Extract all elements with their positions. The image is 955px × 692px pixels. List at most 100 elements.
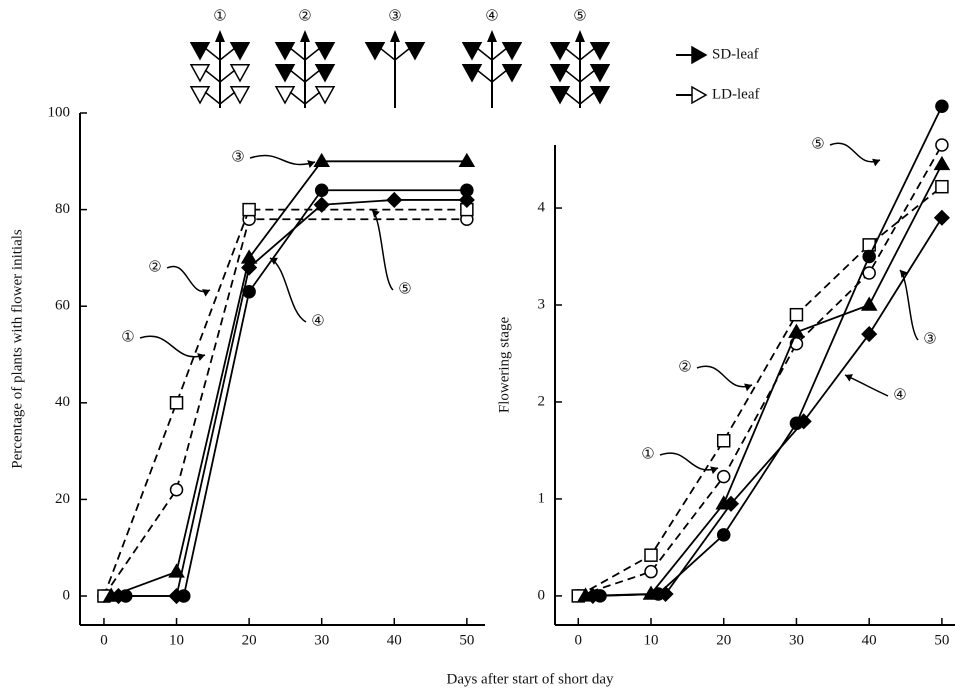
leaf-icon [549,86,571,105]
point [242,284,256,299]
x-tick-label: 30 [314,632,329,648]
point [458,152,476,168]
point [935,138,949,152]
branch [476,47,493,61]
leaf-icon [274,64,296,83]
annotation: ⑤ [398,281,411,297]
branch [564,91,581,105]
point [644,548,658,562]
leaf-icon [229,42,251,61]
series-line [125,189,467,597]
leaf-icon [461,64,483,83]
annotation: ⑤ [811,136,824,152]
leaf-icon [229,86,251,105]
leaf-icon [189,42,211,61]
stem-tip [487,30,497,42]
annotation-arrow [659,452,719,471]
leaf-icon [229,64,251,83]
legend-icon [691,45,708,65]
branch [394,47,411,61]
stem-tip [215,30,225,42]
y-tick-label: 20 [55,491,70,507]
leaf-icon [404,42,426,61]
series-line [103,208,467,597]
legend-label: ③ [388,8,401,24]
leaf-icon [274,86,296,105]
legend-label: ② [298,8,311,24]
annotation-arrow [829,142,881,163]
branch [579,69,596,83]
branch [304,69,321,83]
point [860,296,878,311]
legend-label: ⑤ [573,8,586,24]
leaf-icon [364,42,386,61]
x-axis-label: Days after start of short day [446,671,614,687]
arrow-head [197,353,205,361]
annotation-arrow [249,154,316,166]
annotation: ① [121,329,134,345]
branch [219,91,236,105]
y-axis-label: Flowering stage [496,317,512,414]
branch [304,47,321,61]
point [862,266,876,280]
branch [476,69,493,83]
arrow-head [202,289,210,297]
leaf-icon [314,64,336,83]
point [241,259,258,276]
arrow-head [744,383,752,392]
branch [289,47,306,61]
leaf-icon [274,42,296,61]
legend-text: SD-leaf [712,46,759,62]
point [933,209,950,226]
point [861,326,878,343]
annotation: ③ [923,331,936,347]
annotation: ② [148,259,161,275]
x-tick-label: 40 [387,632,402,648]
series-line [592,217,943,597]
series-line [577,185,943,597]
series-line [585,163,943,597]
x-tick-label: 0 [575,632,583,648]
annotation-arrow [696,365,753,388]
stem-tip [300,30,310,42]
stem-tip [390,30,400,42]
annotation: ③ [231,149,244,165]
y-tick-label: 2 [538,393,546,409]
y-tick-label: 40 [55,394,70,410]
branch [289,69,306,83]
point [169,483,184,497]
leaf-icon [501,64,523,83]
point [935,179,949,194]
annotation-arrow [166,265,211,293]
point [313,152,330,168]
annotation: ① [641,446,654,462]
x-tick-label: 20 [242,632,257,648]
point [314,183,329,198]
point [789,307,804,322]
y-tick-label: 0 [63,587,71,603]
leaf-icon [549,64,571,83]
y-tick-label: 1 [538,490,546,506]
branch [564,47,581,61]
y-tick-label: 4 [538,199,546,215]
point [169,396,184,410]
point [862,249,876,264]
point [644,564,658,579]
point [716,434,731,448]
y-tick-label: 0 [538,587,546,603]
x-tick-label: 20 [716,632,731,648]
annotation-arrow [269,257,307,323]
branch [491,69,508,83]
branch [564,69,581,83]
point [788,323,805,338]
point [789,416,804,431]
leaf-icon [589,86,611,105]
branch [304,91,321,105]
x-tick-label: 10 [644,632,659,648]
legend-text: LD-leaf [712,86,759,102]
x-tick-label: 50 [459,632,474,648]
arrow-head [845,374,853,382]
annotation-arrow [844,374,889,397]
arrow-head [710,466,718,475]
point [118,589,133,603]
